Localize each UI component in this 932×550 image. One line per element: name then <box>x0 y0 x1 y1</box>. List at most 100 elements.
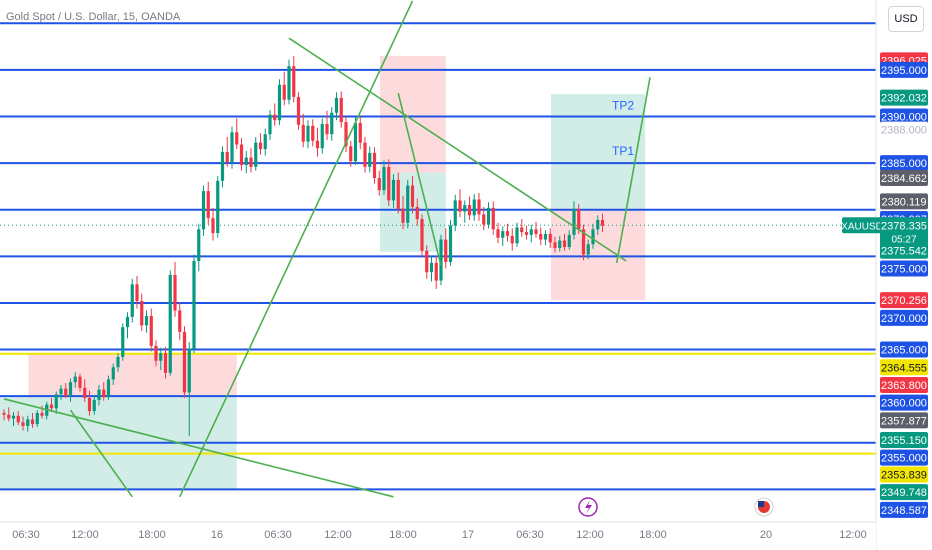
candle-body <box>353 123 358 162</box>
price-tag-bg <box>880 394 928 411</box>
candle-body <box>339 97 343 123</box>
candle <box>144 310 149 333</box>
candle <box>230 126 234 169</box>
candle-body <box>273 114 277 121</box>
candle <box>49 398 54 413</box>
price-tag-bg <box>880 449 928 466</box>
candle-body <box>467 205 472 216</box>
candle <box>382 160 386 195</box>
candle-body <box>258 142 263 150</box>
candle-body <box>363 142 367 167</box>
time-tick-label: 12:00 <box>839 529 867 541</box>
trendline <box>397 93 442 266</box>
candle-body <box>87 398 92 412</box>
candle <box>391 174 396 208</box>
candle-body <box>482 214 486 225</box>
candle <box>311 119 315 147</box>
candle-body <box>334 97 339 113</box>
candle-body <box>382 166 386 191</box>
candle-body <box>496 229 500 238</box>
candle-body <box>201 191 206 230</box>
candle-body <box>21 422 25 426</box>
price-tag-text: 2355.000 <box>881 453 927 465</box>
candle-body <box>463 205 467 212</box>
candle <box>178 302 182 341</box>
price-tag-text: 2375.542 <box>881 246 927 258</box>
candle <box>106 375 111 400</box>
candle <box>453 194 457 232</box>
candle-body <box>11 415 16 419</box>
candle-body <box>387 166 391 201</box>
trendline <box>615 77 651 264</box>
candle-body <box>106 379 111 398</box>
candle-body <box>7 414 11 419</box>
candle-body <box>301 124 305 142</box>
candle-body <box>163 353 168 373</box>
candle <box>187 342 191 437</box>
candle-body <box>35 412 39 425</box>
candle-body <box>358 123 362 143</box>
price-tag: 2348.587 <box>880 501 928 518</box>
candle-body <box>187 348 191 393</box>
candle-body <box>268 114 272 135</box>
candle-body <box>539 233 543 240</box>
price-tag-bg <box>880 121 928 138</box>
candle-body <box>581 229 586 255</box>
price-tag: 2370.256 <box>880 292 928 309</box>
candle <box>258 133 263 155</box>
candle <box>534 221 538 238</box>
candle-body <box>178 310 182 332</box>
candle-body <box>510 235 514 244</box>
candle-body <box>26 419 30 426</box>
price-tag-text: 2370.000 <box>881 313 927 325</box>
candle <box>87 390 92 416</box>
candle <box>7 407 11 422</box>
price-tag: 2365.000 <box>880 341 928 358</box>
candle-body <box>472 199 476 216</box>
candle-body <box>64 388 68 397</box>
price-tag-text: 2380.119 <box>881 196 926 208</box>
candle-body <box>553 242 557 248</box>
candle <box>415 198 419 226</box>
candle <box>486 202 491 229</box>
price-axis-tags: 2396.0252395.0002392.0322390.0002388.000… <box>880 52 928 518</box>
tp1-label: TP1 <box>612 144 634 158</box>
price-tag-bg <box>880 242 928 259</box>
candle <box>273 103 277 126</box>
time-tick-label: 18:00 <box>389 529 417 541</box>
candle-body <box>121 327 125 358</box>
price-tag-bg <box>880 466 928 483</box>
price-tag-text: 2349.748 <box>881 487 927 499</box>
price-tag-text: 2384.662 <box>881 173 927 185</box>
candle-body <box>391 179 396 201</box>
candle-body <box>439 239 443 281</box>
candle <box>477 192 481 221</box>
price-tag: 2375.000 <box>880 260 928 277</box>
candle-body <box>125 316 130 328</box>
candle <box>78 373 82 392</box>
candle <box>524 225 529 240</box>
event-markers <box>578 497 774 517</box>
candle-body <box>396 179 400 209</box>
candle-body <box>244 157 248 165</box>
candle <box>73 371 77 388</box>
candle-body <box>92 399 96 412</box>
candle-body <box>306 125 310 142</box>
candle-body <box>425 250 429 273</box>
candle-body <box>505 231 510 236</box>
currency-button[interactable]: USD <box>888 6 924 32</box>
time-axis-bg <box>0 522 876 550</box>
candle-body <box>220 151 225 181</box>
candle-body <box>54 394 58 409</box>
candle <box>211 207 215 241</box>
candle-body <box>372 152 377 179</box>
candle-body <box>548 233 552 243</box>
price-tag-text: 2388.000 <box>881 125 927 137</box>
candle <box>586 239 590 260</box>
symbol-name-bg <box>842 217 882 234</box>
price-tag-bg <box>880 61 928 78</box>
price-tag: 2395.000 <box>880 61 928 78</box>
candle-body <box>562 240 567 248</box>
candle-body <box>491 207 495 230</box>
